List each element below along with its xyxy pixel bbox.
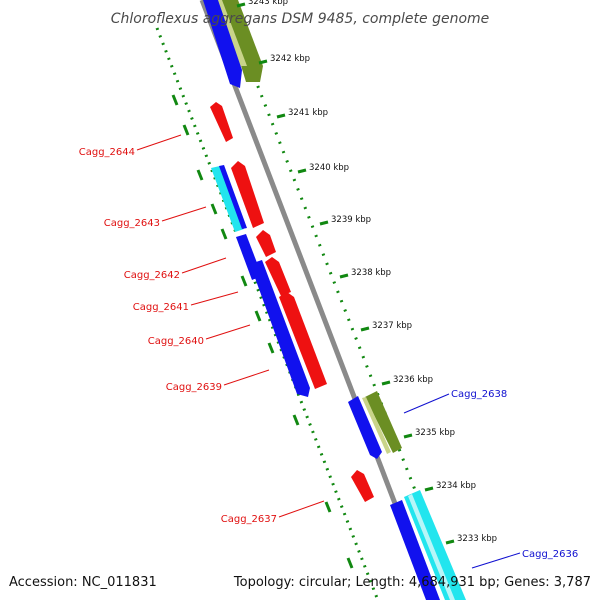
gc-dash-3 <box>210 203 218 215</box>
leader-line-7 <box>403 393 450 414</box>
gc-dashes <box>171 94 354 569</box>
gene-cagg-2637[interactable] <box>351 470 374 502</box>
tick-label-10: 3233 kbp <box>457 534 497 544</box>
gc-dash-9 <box>324 501 332 513</box>
gc-track-left <box>155 27 379 599</box>
tick-mark-1 <box>258 59 268 65</box>
gc-dash-1 <box>182 124 190 136</box>
leader-line-2 <box>181 257 227 274</box>
tick-label-6: 3237 kbp <box>372 321 412 331</box>
gene-label-6[interactable]: Cagg_2637 <box>221 514 277 525</box>
tick-mark-5 <box>339 273 349 279</box>
scale-ticks: 3243 kbp 3242 kbp 3241 kbp 3240 kbp 3239 kbp… <box>236 0 497 545</box>
gene-cagg-2638-blue[interactable] <box>348 396 382 459</box>
gene-label-5[interactable]: Cagg_2639 <box>166 382 222 393</box>
gene-cagg-2643[interactable] <box>211 166 244 232</box>
gene-cagg-2636-stripe <box>408 494 455 600</box>
leader-line-5 <box>223 369 270 386</box>
gene-cagg-2644[interactable] <box>210 102 233 142</box>
tick-label-9: 3234 kbp <box>436 481 476 491</box>
gc-dash-2 <box>196 169 204 181</box>
tick-mark-2 <box>276 113 286 119</box>
gene-label-8[interactable]: Cagg_2636 <box>522 549 578 560</box>
tick-mark-0 <box>236 2 246 8</box>
leader-line-1 <box>161 206 207 222</box>
genome-backbone <box>199 0 435 600</box>
leader-line-3 <box>190 291 239 306</box>
tick-mark-4 <box>319 220 329 226</box>
gene-cagg-2640[interactable] <box>279 292 327 389</box>
map-title: Chloroflexus aggregans DSM 9485, complet… <box>111 11 490 27</box>
tick-label-2: 3241 kbp <box>288 108 328 118</box>
summary-text: Topology: circular; Length: 4,684,931 bp… <box>233 575 591 590</box>
gene-labels: Cagg_2644 Cagg_2643 Cagg_2642 Cagg_2641 Cagg… <box>79 134 578 569</box>
gene-label-7[interactable]: Cagg_2638 <box>451 389 507 400</box>
tick-label-1: 3242 kbp <box>270 54 310 64</box>
leader-line-0 <box>136 134 182 151</box>
tick-label-8: 3235 kbp <box>415 428 455 438</box>
gc-dash-0 <box>171 94 179 106</box>
gene-olive-top[interactable] <box>221 0 263 82</box>
gc-dash-7 <box>267 342 275 354</box>
gene-cagg-2638[interactable] <box>365 391 402 453</box>
tick-mark-10 <box>445 539 455 545</box>
tick-label-7: 3236 kbp <box>393 375 433 385</box>
tick-label-3: 3240 kbp <box>309 163 349 173</box>
tick-mark-7 <box>381 380 391 386</box>
leader-line-6 <box>278 500 325 518</box>
gene-red-a[interactable] <box>231 161 264 228</box>
gene-label-0[interactable]: Cagg_2644 <box>79 147 135 158</box>
gc-dash-5 <box>240 275 248 287</box>
tick-mark-9 <box>424 486 434 492</box>
gene-features <box>203 0 466 600</box>
accession-text: Accession: NC_011831 <box>9 575 157 590</box>
gene-cagg-2636-blue[interactable] <box>390 500 440 600</box>
gc-dash-10 <box>346 557 354 569</box>
gene-cagg-2638-hi <box>362 397 391 454</box>
gc-dash-8 <box>292 414 300 426</box>
leader-line-4 <box>205 324 251 340</box>
tick-mark-8 <box>403 433 413 439</box>
gene-cagg-2642[interactable] <box>256 230 276 257</box>
gene-cagg-2641[interactable] <box>265 257 291 296</box>
tick-label-0: 3243 kbp <box>248 0 288 7</box>
tick-label-4: 3239 kbp <box>331 215 371 225</box>
tick-label-5: 3238 kbp <box>351 268 391 278</box>
gene-label-4[interactable]: Cagg_2640 <box>148 336 204 347</box>
gc-dash-4 <box>220 228 228 240</box>
gene-label-3[interactable]: Cagg_2641 <box>133 302 189 313</box>
gc-dash-6 <box>254 310 262 322</box>
gene-blue-top[interactable] <box>203 0 242 88</box>
leader-line-8 <box>471 552 521 569</box>
tick-mark-6 <box>360 326 370 332</box>
gene-cagg-2643-stripe <box>219 165 247 229</box>
gene-cagg-2639[interactable] <box>250 260 310 397</box>
gene-label-1[interactable]: Cagg_2643 <box>104 218 160 229</box>
tick-mark-3 <box>297 168 307 174</box>
gene-label-2[interactable]: Cagg_2642 <box>124 270 180 281</box>
